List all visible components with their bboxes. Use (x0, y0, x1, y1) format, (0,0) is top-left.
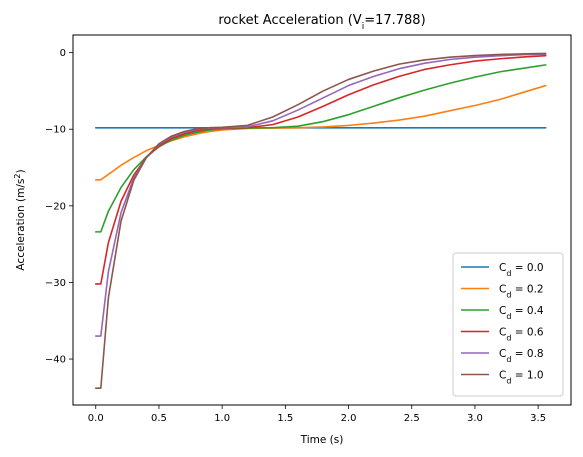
legend-label-1: Cd = 0.2 (499, 284, 544, 300)
x-tick-label: 0.5 (151, 413, 167, 424)
y-ticks: 0 −10 −20 −30 −40 (45, 48, 73, 366)
chart-title: rocket Acceleration (Vi=17.788) (218, 13, 425, 32)
y-tick-label: −20 (45, 201, 66, 212)
legend: Cd = 0.0 Cd = 0.2 Cd = 0.4 Cd = 0.6 Cd = 0.8… (452, 252, 564, 397)
y-tick-label: −30 (45, 278, 66, 289)
x-tick-label: 3.0 (467, 413, 483, 424)
x-ticks: 0.0 0.5 1.0 1.5 2.0 2.5 3.0 3.5 (88, 405, 546, 424)
series-layer (94, 52, 547, 389)
y-tick-label: −40 (45, 355, 66, 366)
x-tick-label: 1.0 (214, 413, 230, 424)
series-line-5 (94, 52, 547, 389)
y-axis-label: Acceleration (m/s2) (13, 169, 28, 270)
series-line-4 (94, 53, 547, 337)
legend-label-0: Cd = 0.0 (499, 262, 544, 278)
legend-label-3: Cd = 0.6 (499, 327, 544, 343)
legend-label-2: Cd = 0.4 (499, 305, 544, 321)
y-tick-label: 0 (60, 48, 66, 59)
legend-label-5: Cd = 1.0 (499, 370, 544, 386)
y-tick-label: −10 (45, 125, 66, 136)
x-tick-label: 2.0 (341, 413, 357, 424)
x-tick-label: 1.5 (277, 413, 293, 424)
x-tick-label: 0.0 (88, 413, 104, 424)
axes-frame (72, 34, 572, 406)
legend-label-4: Cd = 0.8 (499, 348, 544, 364)
plot-area (72, 34, 572, 406)
x-tick-label: 2.5 (404, 413, 420, 424)
x-axis-label: Time (s) (300, 434, 344, 446)
x-tick-label: 3.5 (530, 413, 546, 424)
